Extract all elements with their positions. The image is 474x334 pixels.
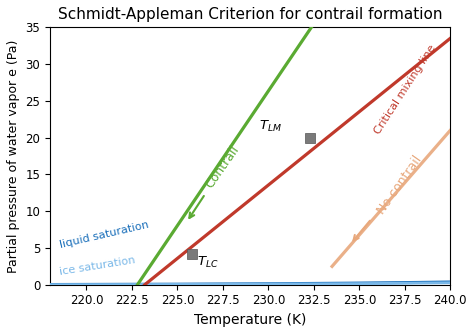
Text: $T_{LC}$: $T_{LC}$: [198, 255, 219, 270]
Text: liquid saturation: liquid saturation: [59, 220, 150, 250]
X-axis label: Temperature (K): Temperature (K): [194, 313, 306, 327]
Text: $T_{LM}$: $T_{LM}$: [259, 119, 283, 134]
Text: Critical mixing line: Critical mixing line: [372, 43, 438, 136]
Y-axis label: Partial pressure of water vapor e (Pa): Partial pressure of water vapor e (Pa): [7, 39, 20, 273]
Title: Schmidt-Appleman Criterion for contrail formation: Schmidt-Appleman Criterion for contrail …: [58, 7, 442, 22]
Text: No contrail: No contrail: [354, 154, 424, 240]
Text: Contrail: Contrail: [189, 143, 242, 218]
Text: ice saturation: ice saturation: [59, 256, 137, 277]
